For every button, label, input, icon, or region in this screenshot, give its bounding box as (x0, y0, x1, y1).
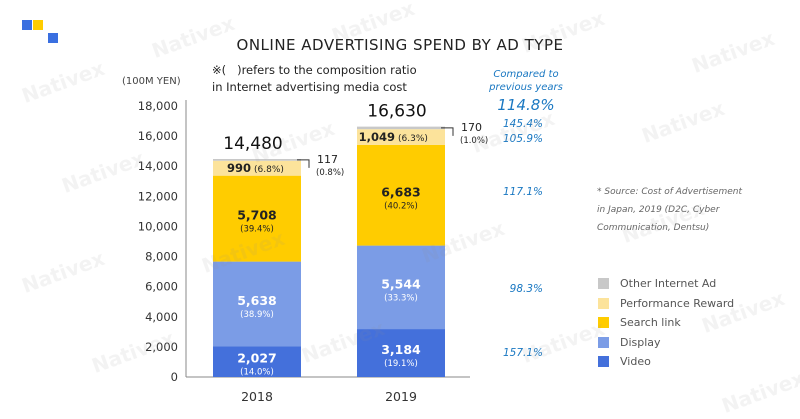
comparison-heading: Compared to previous years 114.8% (470, 68, 582, 116)
bar-segment (357, 245, 445, 330)
legend-swatch (598, 278, 609, 290)
total-growth: 114.8% (497, 96, 555, 114)
bar-segment (357, 126, 445, 130)
y-tick-label: 18,000 (138, 99, 178, 113)
legend-label: Display (620, 335, 661, 349)
bar-total-label: 16,630 (367, 102, 426, 122)
bar-segment (213, 346, 301, 377)
y-tick-label: 4,000 (145, 310, 178, 324)
segment-value-label: 990 (227, 161, 251, 175)
bar-segment (357, 329, 445, 377)
bar-segment (357, 129, 445, 145)
y-tick-label: 2,000 (145, 340, 178, 354)
y-axis-unit: (100M YEN) (122, 76, 181, 87)
source-note: * Source: Cost of Advertisement in Japan… (597, 183, 787, 237)
chart-title: ONLINE ADVERTISING SPEND BY AD TYPE (236, 36, 564, 54)
x-category-label: 2018 (241, 389, 273, 404)
leader-line (297, 159, 310, 168)
y-tick-label: 8,000 (145, 250, 178, 264)
note-line-2: in Internet advertising media cost (212, 80, 407, 94)
note-line-1: ※( )refers to the composition ratio (212, 63, 417, 77)
source-line-3: Communication, Dentsu) (597, 223, 710, 233)
legend-label: Other Internet Ad (620, 277, 717, 291)
y-tick-label: 0 (171, 370, 178, 384)
legend-item: Performance Reward (598, 294, 734, 314)
segment-pct-label: (33.3%) (384, 293, 418, 303)
leader-line (441, 127, 454, 136)
series-growth-label: 157.1% (503, 347, 543, 359)
bar-total-label: 14,480 (223, 134, 282, 154)
segment-value-label: 2,027 (237, 351, 277, 366)
y-tick-label: 12,000 (138, 189, 178, 203)
segment-pct-label: (6.3%) (398, 134, 428, 144)
segment-value-label: 170 (461, 121, 482, 134)
segment-pct-label: (40.2%) (384, 201, 418, 211)
composition-note: ※( )refers to the composition ratio in I… (212, 62, 417, 96)
brand-logo (22, 20, 66, 50)
legend-item: Other Internet Ad (598, 274, 734, 294)
legend-label: Video (620, 355, 651, 369)
segment-value-label: 6,683 (381, 184, 421, 199)
bar-segment (213, 175, 301, 262)
segment-value-label: 5,638 (237, 293, 277, 308)
legend-swatch (598, 356, 609, 368)
y-tick-label: 10,000 (138, 219, 178, 233)
legend-item: Display (598, 333, 734, 353)
segment-pct-label: (6.8%) (254, 165, 284, 175)
segment-pct-label: (19.1%) (384, 359, 418, 369)
bar-segment (213, 261, 301, 347)
segment-value-label: 117 (317, 153, 338, 166)
legend-label: Search link (620, 316, 681, 330)
segment-pct-label: (0.8%) (316, 168, 344, 178)
source-line-2: in Japan, 2019 (D2C, Cyber (597, 205, 720, 215)
legend-item: Video (598, 352, 734, 372)
source-line-1: * Source: Cost of Advertisement (597, 187, 742, 197)
series-growth-label: 145.4% (503, 118, 543, 130)
segment-value-label: 5,544 (381, 276, 421, 291)
bar-segment (213, 160, 301, 176)
y-tick-label: 16,000 (138, 129, 178, 143)
segment-value-label: 3,184 (381, 342, 421, 357)
legend-item: Search link (598, 313, 734, 333)
segment-value-label: 5,708 (237, 208, 277, 223)
legend-swatch (598, 336, 609, 348)
y-tick-label: 6,000 (145, 280, 178, 294)
chart-legend: Other Internet Ad Performance Reward Searc… (598, 274, 734, 372)
series-growth-label: 117.1% (503, 186, 543, 198)
series-growth-label: 105.9% (503, 133, 543, 145)
comparison-heading-line-2: previous years (489, 82, 563, 93)
segment-value-label: 1,049 (359, 130, 395, 144)
bar-segment (213, 158, 301, 161)
legend-swatch (598, 317, 609, 329)
segment-pct-label: (38.9%) (240, 310, 274, 320)
legend-swatch (598, 297, 609, 309)
segment-pct-label: (14.0%) (240, 368, 274, 378)
series-growth-label: 98.3% (510, 283, 543, 295)
segment-pct-label: (39.4%) (240, 225, 274, 235)
legend-label: Performance Reward (620, 296, 735, 310)
y-tick-label: 14,000 (138, 159, 178, 173)
x-category-label: 2019 (385, 389, 417, 404)
segment-pct-label: (1.0%) (460, 136, 488, 146)
bar-segment (357, 144, 445, 246)
comparison-heading-line-1: Compared to (493, 69, 559, 80)
